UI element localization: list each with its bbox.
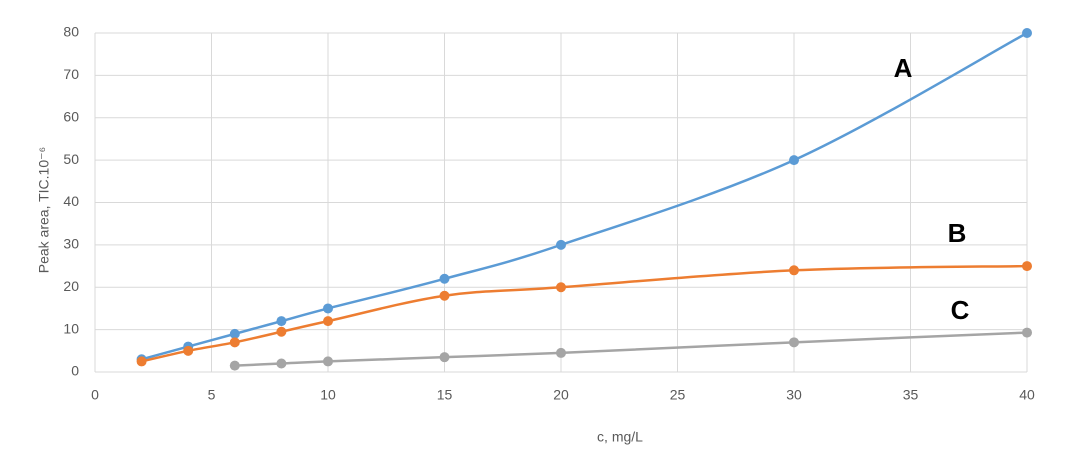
x-tick-label: 5	[208, 387, 216, 403]
x-tick-label: 15	[437, 387, 453, 403]
y-axis-title: Peak area, TIC.10⁻⁶	[36, 147, 52, 274]
series-label: B	[948, 218, 967, 248]
x-tick-label: 40	[1019, 387, 1035, 403]
marker	[439, 290, 450, 301]
marker	[276, 358, 287, 369]
y-tick-label: 20	[63, 278, 79, 294]
marker	[276, 316, 287, 327]
series-line	[141, 264, 1028, 363]
y-tick-label: 30	[63, 236, 79, 252]
marker	[789, 337, 799, 348]
x-axis-title: c, mg/L	[597, 429, 643, 445]
y-tick-label: 80	[63, 24, 79, 40]
series-label: A	[894, 53, 913, 83]
marker	[556, 282, 566, 293]
y-tick-label: 50	[63, 151, 79, 167]
marker	[556, 239, 566, 250]
marker	[136, 356, 147, 367]
marker	[1022, 327, 1032, 338]
series-line	[234, 331, 1028, 367]
marker	[789, 265, 799, 276]
marker	[323, 316, 333, 327]
marker	[556, 347, 566, 358]
marker	[1022, 28, 1032, 38]
marker	[229, 337, 240, 348]
y-tick-label: 70	[63, 66, 79, 82]
marker	[439, 352, 450, 363]
y-tick-label: 0	[71, 363, 79, 379]
marker	[789, 155, 799, 166]
y-tick-label: 40	[63, 193, 79, 209]
x-tick-label: 0	[91, 387, 99, 403]
x-tick-label: 30	[786, 387, 802, 403]
marker	[439, 273, 450, 284]
y-tick-label: 10	[63, 320, 79, 336]
marker	[323, 303, 333, 314]
marker	[323, 356, 333, 367]
marker	[229, 360, 240, 371]
marker	[1022, 261, 1032, 272]
y-tick-label: 60	[63, 108, 79, 124]
series-label: C	[951, 295, 970, 325]
marker	[183, 345, 194, 356]
x-tick-label: 10	[320, 387, 336, 403]
x-tick-label: 25	[670, 387, 686, 403]
x-tick-label: 35	[903, 387, 919, 403]
marker	[229, 328, 240, 339]
x-tick-label: 20	[553, 387, 569, 403]
marker	[276, 326, 287, 337]
